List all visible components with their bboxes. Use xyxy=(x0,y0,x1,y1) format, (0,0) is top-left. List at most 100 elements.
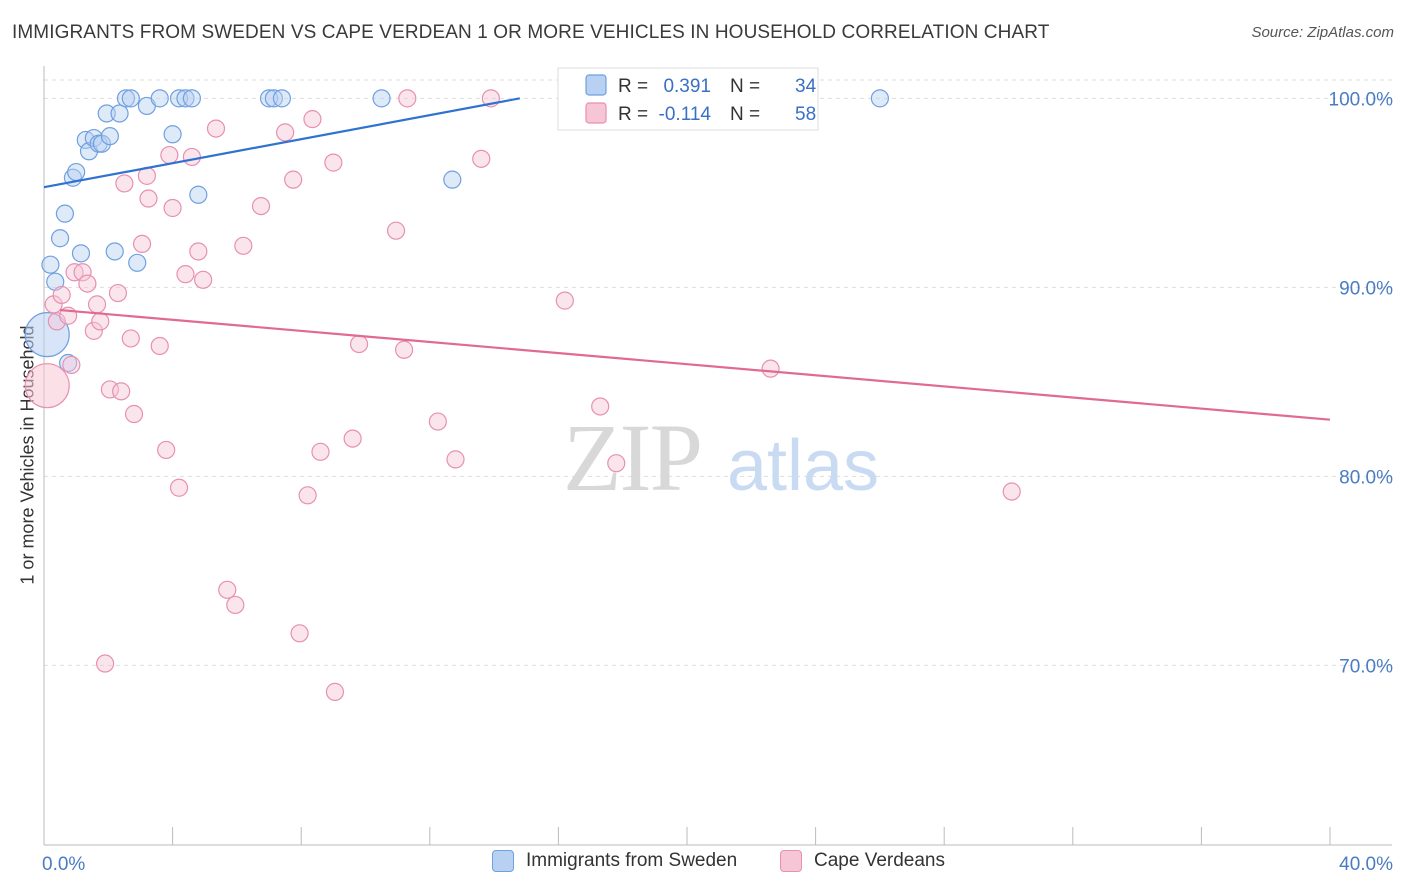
point-sweden xyxy=(176,89,195,108)
point-sweden xyxy=(372,89,391,108)
point-cape-verdean xyxy=(124,404,144,424)
point-sweden xyxy=(150,89,169,108)
point-sweden xyxy=(110,104,129,123)
axes xyxy=(43,66,1392,846)
point-sweden xyxy=(443,170,462,189)
point-cape-verdean xyxy=(472,149,491,168)
point-sweden xyxy=(182,89,201,108)
point-cape-verdean xyxy=(324,153,343,172)
point-cape-verdean xyxy=(52,285,71,305)
point-cape-verdean xyxy=(284,170,303,189)
point-cape-verdean xyxy=(160,145,179,165)
point-cape-verdean xyxy=(78,274,97,293)
point-cape-verdean xyxy=(91,312,110,331)
point-sweden xyxy=(100,127,120,146)
point-cape-verdean xyxy=(303,110,322,129)
point-sweden xyxy=(189,185,208,204)
point-cape-verdean xyxy=(121,329,140,348)
point-sweden xyxy=(121,89,140,108)
point-cape-verdean xyxy=(139,189,158,208)
point-cape-verdean xyxy=(95,654,115,673)
point-cape-verdean xyxy=(189,242,208,261)
point-sweden xyxy=(55,204,74,223)
point-cape-verdean xyxy=(325,682,345,701)
point-cape-verdean xyxy=(386,221,406,240)
stats-n-label: N = xyxy=(730,76,760,97)
point-cape-verdean xyxy=(169,478,189,497)
point-cape-verdean xyxy=(112,382,131,401)
point-cape-verdean xyxy=(218,580,237,599)
stats-n-value: 58 xyxy=(795,104,816,125)
point-cape-verdean xyxy=(298,486,317,505)
watermark-zip: ZIP xyxy=(563,404,701,511)
point-cape-verdean xyxy=(206,119,226,138)
x-tick-label: 0.0% xyxy=(42,854,85,875)
trend-line-cape-verdean xyxy=(59,308,1331,421)
point-cape-verdean xyxy=(394,340,414,359)
point-sweden xyxy=(128,253,147,272)
y-tick-label: 80.0% xyxy=(1339,467,1393,488)
point-cape-verdean xyxy=(100,380,120,399)
point-cape-verdean xyxy=(194,270,213,289)
stats-legend: R = 0.391 N = 34 R = -0.114 N = 58 xyxy=(557,67,819,131)
watermark-atlas: atlas xyxy=(727,426,879,506)
point-sweden xyxy=(24,312,70,358)
x-tick-label: 40.0% xyxy=(1339,854,1393,875)
point-cape-verdean xyxy=(163,198,182,218)
point-sweden xyxy=(105,242,124,261)
point-sweden xyxy=(50,229,70,248)
point-sweden xyxy=(71,244,91,263)
legend-item-sweden[interactable]: Immigrants from Sweden xyxy=(492,850,737,872)
point-cape-verdean xyxy=(150,336,169,356)
point-cape-verdean xyxy=(290,624,309,643)
y-tick-label: 100.0% xyxy=(1329,89,1394,110)
point-cape-verdean xyxy=(311,442,330,461)
point-cape-verdean xyxy=(607,454,626,473)
point-sweden xyxy=(59,353,78,373)
point-cape-verdean xyxy=(591,397,610,416)
point-cape-verdean xyxy=(1002,482,1021,501)
point-sweden xyxy=(67,162,86,182)
legend-label-cape-verdeans: Cape Verdeans xyxy=(814,850,945,871)
stats-r-value: 0.391 xyxy=(663,76,711,97)
stats-n-value: 34 xyxy=(795,76,817,97)
point-cape-verdean xyxy=(84,321,103,340)
data-points xyxy=(24,89,1021,701)
stats-swatch xyxy=(585,102,607,124)
point-cape-verdean xyxy=(555,291,574,310)
tick-labels: 100.0% 90.0% 80.0% 70.0% 0.0% 40.0% xyxy=(42,89,1393,875)
stats-r-label: R = xyxy=(618,104,648,125)
legend-swatch-cape-verdeans xyxy=(780,850,802,872)
y-tick-label: 90.0% xyxy=(1339,278,1393,299)
point-cape-verdean xyxy=(446,450,465,469)
point-sweden xyxy=(163,125,182,144)
point-sweden xyxy=(259,89,279,108)
point-cape-verdean xyxy=(115,174,134,193)
point-sweden xyxy=(870,89,890,108)
point-sweden xyxy=(41,255,60,274)
point-sweden xyxy=(169,89,189,108)
point-cape-verdean xyxy=(87,295,107,314)
stats-r-value: -0.114 xyxy=(659,104,712,125)
point-cape-verdean xyxy=(276,123,295,142)
gridlines xyxy=(44,79,1392,666)
point-cape-verdean xyxy=(349,334,369,354)
point-cape-verdean xyxy=(62,355,81,374)
legend-item-cape-verdeans[interactable]: Cape Verdeans xyxy=(780,850,945,872)
y-tick-label: 70.0% xyxy=(1339,656,1393,677)
point-cape-verdean xyxy=(47,312,66,331)
point-sweden xyxy=(272,89,292,108)
point-cape-verdean xyxy=(157,440,176,460)
point-cape-verdean xyxy=(226,595,245,615)
source-note: Source: ZipAtlas.com xyxy=(1251,24,1394,41)
point-cape-verdean xyxy=(176,265,195,284)
point-cape-verdean xyxy=(343,429,362,448)
point-sweden xyxy=(97,104,116,123)
point-cape-verdean xyxy=(251,196,271,216)
series-legend: Immigrants from Sweden Cape Verdeans xyxy=(0,850,1406,880)
point-cape-verdean xyxy=(234,236,253,255)
stats-r-label: R = xyxy=(618,76,648,97)
point-cape-verdean xyxy=(182,147,201,167)
point-cape-verdean xyxy=(761,359,780,378)
